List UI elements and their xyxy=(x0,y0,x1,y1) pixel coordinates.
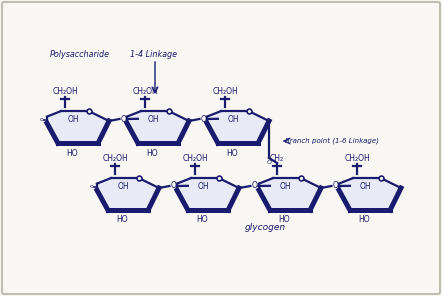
Polygon shape xyxy=(259,178,321,210)
Text: OH: OH xyxy=(148,115,159,124)
Text: o: o xyxy=(90,184,94,189)
Text: CH₂OH: CH₂OH xyxy=(132,87,158,96)
Text: O: O xyxy=(171,181,176,191)
Text: CH₂OH: CH₂OH xyxy=(182,154,208,163)
Text: HO: HO xyxy=(278,215,290,224)
Polygon shape xyxy=(127,111,189,143)
Text: O: O xyxy=(267,160,271,165)
Text: O: O xyxy=(121,115,126,123)
Text: CH₂: CH₂ xyxy=(270,154,284,163)
Text: HO: HO xyxy=(146,149,158,157)
Text: OH: OH xyxy=(68,115,79,124)
Text: HO: HO xyxy=(226,149,238,157)
Text: HO: HO xyxy=(358,215,370,224)
Polygon shape xyxy=(177,178,239,210)
Text: OH: OH xyxy=(359,182,371,192)
Text: CH₂OH: CH₂OH xyxy=(212,87,238,96)
Text: OH: OH xyxy=(198,182,209,192)
Polygon shape xyxy=(47,111,109,143)
Text: Branch point (1-6 Linkage): Branch point (1-6 Linkage) xyxy=(285,138,379,144)
FancyBboxPatch shape xyxy=(2,2,440,294)
Text: OH: OH xyxy=(118,182,129,192)
Text: 1-4 Linkage: 1-4 Linkage xyxy=(130,49,177,59)
Text: glycogen: glycogen xyxy=(244,223,286,232)
Text: HO: HO xyxy=(196,215,208,224)
Text: CH₂OH: CH₂OH xyxy=(52,87,78,96)
Text: o: o xyxy=(40,118,44,123)
Text: CH₂OH: CH₂OH xyxy=(344,154,370,163)
Text: OH: OH xyxy=(279,182,291,192)
Text: HO: HO xyxy=(116,215,128,224)
Polygon shape xyxy=(339,178,401,210)
Text: O: O xyxy=(251,181,257,191)
Text: CH₂OH: CH₂OH xyxy=(102,154,128,163)
Polygon shape xyxy=(97,178,159,210)
Text: OH: OH xyxy=(228,115,239,124)
Polygon shape xyxy=(207,111,269,143)
Text: Polysaccharide: Polysaccharide xyxy=(50,49,110,59)
Text: O: O xyxy=(201,115,206,123)
Text: HO: HO xyxy=(66,149,78,157)
Text: O: O xyxy=(332,181,339,191)
